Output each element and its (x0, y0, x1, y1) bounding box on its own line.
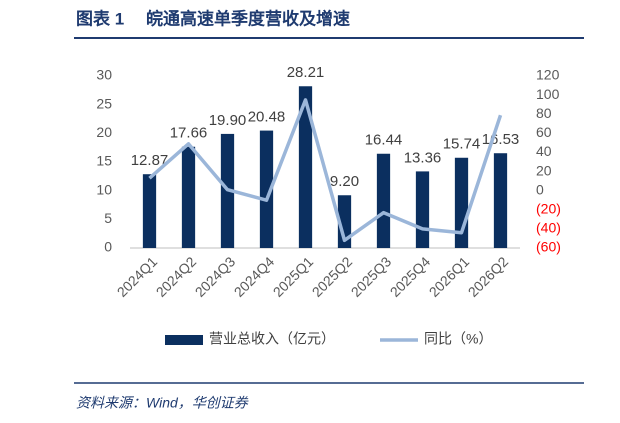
y2-tick-label: 0 (536, 181, 544, 197)
y-tick-label: 30 (96, 67, 112, 83)
y-tick-label: 25 (96, 95, 112, 111)
x-tick-label: 2024Q2 (153, 253, 200, 300)
x-tick-label: 2025Q3 (348, 253, 395, 300)
x-tick-label: 2025Q1 (270, 253, 317, 300)
y2-tick-label: 60 (536, 124, 552, 140)
y2-tick-label: (60) (536, 239, 561, 255)
data-label: 12.87 (131, 152, 169, 169)
data-label: 16.44 (365, 132, 403, 149)
y-tick-label: 5 (104, 210, 112, 226)
bar (376, 153, 391, 248)
figure-label: 图表 1 (76, 8, 124, 28)
x-tick-label: 2024Q3 (192, 253, 239, 300)
y2-tick-label: 20 (536, 162, 552, 178)
data-label: 9.20 (330, 173, 359, 190)
data-label: 28.21 (287, 64, 325, 81)
data-label: 17.66 (170, 125, 208, 142)
source: 资料来源：Wind，华创证券 (76, 395, 249, 411)
y-tick-label: 15 (96, 153, 112, 169)
bar (454, 157, 469, 248)
data-label: 19.90 (209, 112, 247, 129)
y2-tick-label: 80 (536, 105, 552, 121)
x-tick-label: 2026Q1 (426, 253, 473, 300)
y2-tick-label: (20) (536, 200, 561, 216)
x-tick-label: 2025Q4 (387, 253, 434, 300)
y2-tick-label: 100 (536, 86, 560, 102)
bar (298, 86, 313, 248)
x-tick-label: 2026Q2 (465, 253, 512, 300)
line (148, 98, 503, 243)
legend-label: 同比（%） (424, 331, 492, 347)
x-tick-label: 2025Q2 (309, 253, 356, 300)
bar (493, 153, 508, 248)
y2-tick-label: 40 (536, 143, 552, 159)
y2-tick-label: 120 (536, 67, 560, 83)
y2-tick-label: (40) (536, 220, 561, 236)
y-tick-label: 10 (96, 181, 112, 197)
x-tick-label: 2024Q1 (114, 253, 161, 300)
legend-label: 营业总收入（亿元） (209, 331, 335, 347)
data-label: 16.53 (482, 131, 520, 148)
bar (259, 130, 274, 248)
y-tick-label: 20 (96, 124, 112, 140)
bar (181, 146, 196, 248)
y-tick-label: 0 (104, 239, 112, 255)
data-label: 15.74 (443, 136, 481, 153)
chart-title: 皖通高速单季度营收及增速 (146, 8, 350, 28)
bar (415, 171, 430, 248)
bar (142, 174, 157, 248)
x-tick-label: 2024Q4 (231, 253, 278, 300)
data-label: 13.36 (404, 149, 442, 166)
legend-swatch (165, 335, 203, 345)
data-label: 20.48 (248, 109, 286, 126)
